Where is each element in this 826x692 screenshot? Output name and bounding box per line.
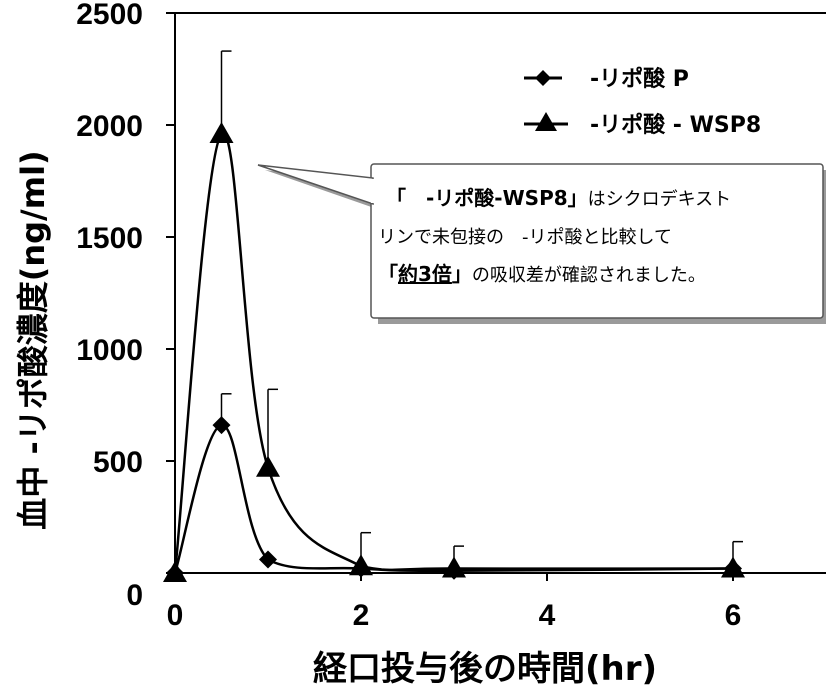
callout-pointer-shadow: [265, 170, 380, 210]
y-tick-label: 1000: [76, 334, 143, 367]
x-tick-label: 2: [353, 599, 370, 632]
data-point-triangle: [349, 554, 373, 576]
y-tick-label: 1500: [76, 222, 143, 255]
callout-line-1: 「 -リポ酸-WSP8」はシクロデキスト: [386, 186, 731, 210]
callout-line-1-rest: はシクロデキスト: [588, 189, 731, 210]
data-point-triangle: [163, 561, 187, 582]
y-tick-label: 2500: [76, 0, 143, 31]
y-tick-group: 0 500 1000 1500 2000 2500: [76, 0, 175, 612]
data-point-diamond: [212, 416, 231, 435]
callout-open-bracket: 「: [378, 262, 398, 286]
legend-label-p: -リポ酸 P: [590, 66, 689, 92]
callout-annotation: 「 -リポ酸-WSP8」はシクロデキスト リンで未包接の -リポ酸と比較して 「…: [257, 163, 826, 324]
data-point-diamond: [259, 550, 277, 569]
legend-marker-diamond: [535, 70, 551, 86]
callout-line-2: リンで未包接の -リポ酸と比較して: [378, 227, 672, 248]
legend: -リポ酸 P -リポ酸 - WSP8: [524, 66, 761, 138]
plot-axes: [174, 12, 826, 574]
callout-compound-name: 「 -リポ酸-WSP8」: [386, 186, 588, 210]
y-tick-label: 0: [126, 579, 143, 612]
legend-label-wsp8: -リポ酸 - WSP8: [590, 112, 761, 138]
data-point-triangle: [209, 121, 234, 143]
x-tick-group: 0 2 4 6: [167, 573, 742, 632]
y-tick-label: 2000: [76, 110, 143, 143]
y-tick-label: 500: [93, 446, 143, 479]
series-line-p: [173, 423, 734, 574]
data-point-triangle: [256, 455, 280, 477]
x-tick-label: 0: [167, 599, 184, 632]
x-tick-label: 4: [539, 599, 556, 632]
x-axis-title: 経口投与後の時間(hr): [313, 649, 657, 689]
x-tick-label: 6: [725, 599, 742, 632]
callout-pointer-join: [371, 179, 375, 203]
callout-box: [370, 163, 824, 319]
data-point-triangle: [721, 556, 745, 578]
y-axis-title: 血中 -リポ酸濃度(ng/ml): [14, 150, 52, 529]
callout-line-3: 「約3倍」の吸収差が確認されました。: [378, 262, 706, 286]
callout-line-3-rest: の吸収差が確認されました。: [472, 265, 706, 286]
legend-marker-triangle: [535, 112, 557, 131]
callout-highlight: 約3倍: [398, 262, 452, 286]
callout-pointer: [257, 164, 374, 206]
series-markers: [163, 121, 745, 582]
callout-close-bracket: 」: [452, 262, 472, 286]
data-point-triangle: [442, 556, 466, 578]
